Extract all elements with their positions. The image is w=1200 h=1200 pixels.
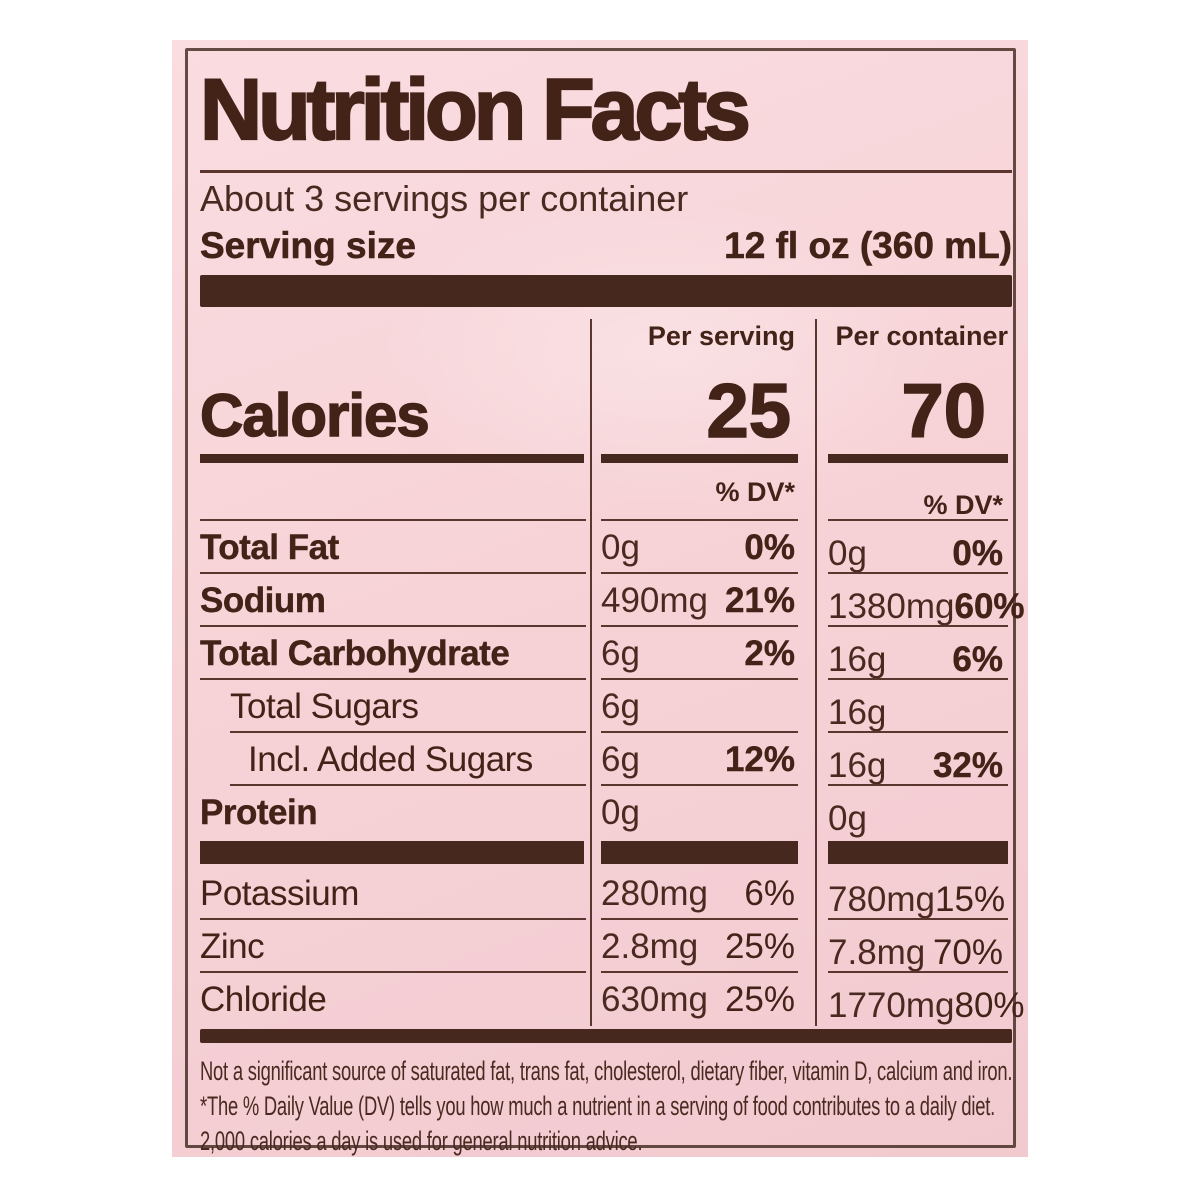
title-divider <box>200 170 1012 173</box>
footnote-divider-bar <box>200 1029 1012 1043</box>
nutrient-amount: 0g <box>828 799 867 838</box>
nutrient-dv: 6% <box>952 640 1003 679</box>
nutrient-amount: 1770mg <box>828 986 955 1025</box>
nutrient-amount: 1380mg <box>828 587 955 626</box>
footnote-dv-line2: 2,000 calories a day is used for general… <box>200 1126 643 1156</box>
nutrient-dv: 21% <box>724 580 795 620</box>
nutrient-dv: 15% <box>935 880 1006 919</box>
nutrient-amount: 2.8mg <box>601 926 699 966</box>
nutrient-dv: 60% <box>954 587 1025 626</box>
nutrient-dv: 25% <box>724 979 795 1019</box>
footnote-dv-line1: *The % Daily Value (DV) tells you how mu… <box>200 1091 996 1121</box>
nutrient-amount: 16g <box>828 640 887 679</box>
nutrient-amount: 0g <box>601 527 640 567</box>
dv-header-per-container-cell: % DV* <box>815 463 1012 521</box>
nutrient-row-added-sugars: Incl. Added Sugars 6g 12% 16g 32% <box>200 733 1012 786</box>
nutrient-row-sodium: Sodium 490mg 21% 1380mg 60% <box>200 574 1025 627</box>
nutrient-dv: 2% <box>744 633 795 673</box>
nutrient-amount: 6g <box>601 739 640 779</box>
nutrient-row-protein: Protein 0g 0g <box>200 786 1012 839</box>
nutrient-amount: 630mg <box>601 979 709 1019</box>
calories-per-container-value: 70 <box>901 369 987 454</box>
footnote-not-significant: Not a significant source of saturated fa… <box>200 1056 1013 1086</box>
nutrient-amount: 490mg <box>601 580 709 620</box>
servings-per-container: About 3 servings per container <box>200 178 689 219</box>
label-content: Nutrition Facts About 3 servings per con… <box>199 58 1025 1159</box>
nutrient-amount: 6g <box>601 686 640 726</box>
calories-label-cell: Calories <box>199 353 590 463</box>
per-serving-header: Per serving <box>647 321 795 351</box>
nutrient-name: Potassium <box>200 873 359 913</box>
nutrient-name: Sodium <box>200 580 326 620</box>
nutrient-row-total-carbohydrate: Total Carbohydrate 6g 2% 16g 6% <box>200 627 1012 680</box>
dv-header-row: % DV* % DV* <box>200 463 1012 521</box>
calories-row: Calories 25 70 <box>199 353 1012 463</box>
minerals-divider-bar <box>200 839 1012 867</box>
nutrient-name: Incl. Added Sugars <box>248 739 533 779</box>
dv-header-per-serving-cell: % DV* <box>590 463 815 521</box>
nutrient-amount: 16g <box>828 746 887 785</box>
nutrient-row-total-sugars: Total Sugars 6g 16g <box>200 680 1012 733</box>
mineral-row-potassium: Potassium 280mg 6% 780mg 15% <box>200 867 1012 920</box>
footnotes: Not a significant source of saturated fa… <box>200 1054 1013 1159</box>
nutrient-dv: 0% <box>744 527 795 567</box>
nutrient-name: Total Fat <box>200 527 340 567</box>
calories-per-container-cell: 70 <box>815 353 1012 463</box>
section-divider-bar <box>200 275 1012 307</box>
serving-size-label: Serving size <box>200 225 417 267</box>
per-container-header: Per container <box>835 321 1008 351</box>
label-title: Nutrition Facts <box>199 61 752 159</box>
serving-size-value: 12 fl oz (360 mL) <box>724 225 1012 267</box>
nutrient-dv: 12% <box>724 739 795 779</box>
per-container-header-cell: Per container <box>815 319 1012 353</box>
per-serving-header-cell: Per serving <box>590 319 815 353</box>
dv-header-per-container: % DV* <box>923 490 1003 520</box>
nutrient-amount: 7.8mg <box>828 933 926 972</box>
calories-label: Calories <box>199 382 430 449</box>
nutrient-name: Zinc <box>200 926 265 966</box>
nutrient-name: Chloride <box>200 979 327 1019</box>
nutrient-name: Total Sugars <box>230 686 419 726</box>
mineral-row-chloride: Chloride 630mg 25% 1770mg 80% <box>200 973 1025 1026</box>
nutrient-name: Protein <box>200 792 318 832</box>
nutrient-dv: 70% <box>932 933 1003 972</box>
dv-header-per-serving: % DV* <box>715 476 795 507</box>
serving-size-row: Serving size 12 fl oz (360 mL) <box>200 223 1013 273</box>
mineral-row-zinc: Zinc 2.8mg 25% 7.8mg 70% <box>200 920 1012 973</box>
dv-header-spacer <box>200 463 590 521</box>
calories-per-serving-cell: 25 <box>590 353 815 463</box>
nutrient-dv: 0% <box>952 534 1003 573</box>
nutrient-name: Total Carbohydrate <box>200 633 510 673</box>
nutrition-facts-label: Nutrition Facts About 3 servings per con… <box>172 40 1028 1157</box>
nutrient-dv: 25% <box>724 926 795 966</box>
nutrient-amount: 6g <box>601 633 640 673</box>
nutrient-amount: 780mg <box>828 880 936 919</box>
nutrient-dv: 32% <box>932 746 1003 785</box>
column-headers-row: Per serving Per container <box>200 307 1012 353</box>
nutrient-dv: 6% <box>744 873 795 913</box>
calories-per-serving-value: 25 <box>706 369 792 454</box>
nutrient-amount: 0g <box>828 534 867 573</box>
nutrient-amount: 16g <box>828 693 887 732</box>
nutrient-amount: 0g <box>601 792 640 832</box>
nutrient-row-total-fat: Total Fat 0g 0% 0g 0% <box>200 521 1012 574</box>
nutrient-dv: 80% <box>954 986 1025 1025</box>
nutrient-amount: 280mg <box>601 873 709 913</box>
